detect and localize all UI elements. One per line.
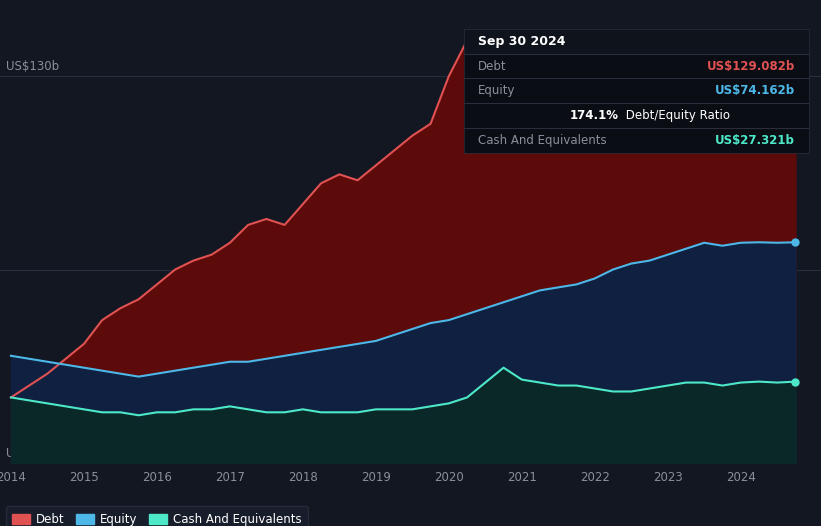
Text: US$27.321b: US$27.321b (715, 134, 795, 147)
Text: Debt: Debt (478, 59, 507, 73)
Text: Debt/Equity Ratio: Debt/Equity Ratio (622, 109, 731, 122)
Text: US$74.162b: US$74.162b (715, 84, 795, 97)
Text: Sep 30 2024: Sep 30 2024 (478, 35, 565, 48)
Text: US$0: US$0 (6, 447, 37, 460)
Text: Equity: Equity (478, 84, 515, 97)
Text: US$129.082b: US$129.082b (707, 59, 795, 73)
Legend: Debt, Equity, Cash And Equivalents: Debt, Equity, Cash And Equivalents (6, 507, 308, 526)
Text: Cash And Equivalents: Cash And Equivalents (478, 134, 606, 147)
Bar (464, 29, 809, 54)
Text: 174.1%: 174.1% (570, 109, 619, 122)
Text: US$130b: US$130b (6, 60, 59, 73)
